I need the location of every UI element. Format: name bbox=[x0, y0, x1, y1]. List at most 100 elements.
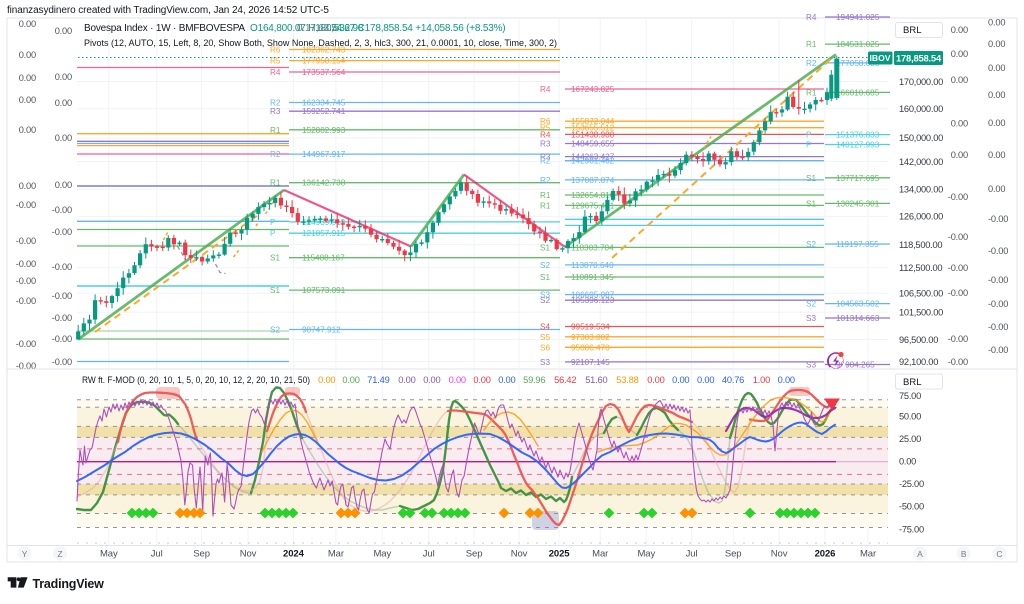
svg-text:-0.00: -0.00 bbox=[948, 357, 968, 367]
svg-text:162334.745: 162334.745 bbox=[302, 99, 346, 108]
svg-text:0.00: 0.00 bbox=[55, 133, 72, 143]
svg-text:B: B bbox=[961, 549, 967, 559]
svg-text:R6: R6 bbox=[540, 117, 551, 126]
svg-text:182362.743: 182362.743 bbox=[302, 46, 346, 55]
svg-text:-0.00: -0.00 bbox=[16, 296, 36, 306]
svg-text:-0.00: -0.00 bbox=[948, 263, 968, 273]
svg-text:0.00: 0.00 bbox=[951, 150, 968, 160]
svg-text:153655.512: 153655.512 bbox=[571, 124, 615, 133]
svg-text:0.00: 0.00 bbox=[449, 375, 466, 385]
svg-text:S4: S4 bbox=[540, 323, 550, 332]
svg-text:148127.993: 148127.993 bbox=[836, 141, 880, 150]
svg-text:-0.00: -0.00 bbox=[988, 345, 1008, 355]
svg-text:0.00: 0.00 bbox=[988, 39, 1005, 49]
svg-text:Mar: Mar bbox=[860, 549, 876, 560]
svg-text:-0.00: -0.00 bbox=[988, 214, 1008, 224]
svg-text:0.00: 0.00 bbox=[951, 119, 968, 129]
svg-text:Jul: Jul bbox=[151, 549, 163, 560]
svg-text:IBOV: IBOV bbox=[869, 53, 890, 63]
svg-text:R2: R2 bbox=[270, 99, 281, 108]
svg-text:S2: S2 bbox=[806, 300, 816, 309]
svg-text:59.96: 59.96 bbox=[523, 375, 545, 385]
svg-text:99519.534: 99519.534 bbox=[571, 323, 610, 332]
svg-text:101314.663: 101314.663 bbox=[836, 314, 880, 323]
svg-text:0.00: 0.00 bbox=[19, 50, 36, 60]
svg-text:R1: R1 bbox=[806, 40, 817, 49]
svg-text:R4: R4 bbox=[540, 130, 551, 139]
svg-text:R2: R2 bbox=[806, 59, 817, 68]
svg-text:166010.685: 166010.685 bbox=[836, 88, 880, 97]
svg-text:177058.688: 177058.688 bbox=[836, 59, 880, 68]
svg-text:177950.154: 177950.154 bbox=[302, 57, 346, 66]
svg-text:Sep: Sep bbox=[466, 549, 483, 560]
svg-text:-50.00: -50.00 bbox=[899, 502, 924, 512]
svg-text:107573.091: 107573.091 bbox=[302, 286, 346, 295]
svg-text:S1: S1 bbox=[270, 254, 280, 263]
svg-text:S2: S2 bbox=[540, 296, 550, 305]
svg-text:S1: S1 bbox=[540, 273, 550, 282]
svg-text:136142.738: 136142.738 bbox=[302, 179, 346, 188]
svg-text:150,000.00: 150,000.00 bbox=[899, 133, 943, 143]
svg-text:104563.502: 104563.502 bbox=[836, 300, 880, 309]
svg-text:S5: S5 bbox=[540, 333, 550, 342]
svg-text:170,000.00: 170,000.00 bbox=[899, 77, 943, 87]
svg-text:137717.695: 137717.695 bbox=[836, 174, 880, 183]
svg-text:S2: S2 bbox=[806, 240, 816, 249]
svg-text:50.00: 50.00 bbox=[899, 411, 921, 421]
svg-text:0.00: 0.00 bbox=[988, 63, 1005, 73]
svg-text:P: P bbox=[270, 218, 276, 227]
svg-text:R2: R2 bbox=[270, 150, 281, 159]
svg-text:-0.00: -0.00 bbox=[52, 291, 72, 301]
svg-text:0.00: 0.00 bbox=[899, 457, 916, 467]
svg-text:124939.919: 124939.919 bbox=[302, 218, 346, 227]
svg-text:R5: R5 bbox=[540, 124, 551, 133]
svg-text:-0.00: -0.00 bbox=[16, 276, 36, 286]
svg-text:119197.355: 119197.355 bbox=[836, 240, 879, 249]
svg-text:110891.345: 110891.345 bbox=[571, 273, 614, 282]
svg-text:R1: R1 bbox=[270, 126, 281, 135]
svg-text:R5: R5 bbox=[270, 57, 281, 66]
svg-text:132654.810: 132654.810 bbox=[571, 191, 615, 200]
svg-text:194941.025: 194941.025 bbox=[836, 13, 880, 22]
svg-text:178,858.54: 178,858.54 bbox=[896, 52, 942, 63]
svg-text:0.00: 0.00 bbox=[647, 375, 664, 385]
svg-text:-0.00: -0.00 bbox=[52, 227, 72, 237]
svg-text:BRL: BRL bbox=[903, 377, 921, 388]
svg-text:Pivots (12, AUTO, 15, Left, 8,: Pivots (12, AUTO, 15, Left, 8, 20, Show … bbox=[84, 38, 557, 49]
svg-text:-0.00: -0.00 bbox=[52, 262, 72, 272]
svg-text:96,500.00: 96,500.00 bbox=[899, 335, 938, 345]
svg-text:40.76: 40.76 bbox=[722, 375, 744, 385]
svg-text:98747.912: 98747.912 bbox=[302, 326, 341, 335]
svg-text:126,000.00: 126,000.00 bbox=[899, 212, 943, 222]
svg-text:25.00: 25.00 bbox=[899, 434, 921, 444]
svg-text:0.00: 0.00 bbox=[55, 72, 72, 82]
svg-text:95086.470: 95086.470 bbox=[571, 343, 610, 352]
svg-text:S2: S2 bbox=[540, 261, 550, 270]
svg-text:0.00: 0.00 bbox=[778, 375, 795, 385]
svg-text:P: P bbox=[806, 131, 812, 140]
svg-text:P: P bbox=[270, 229, 276, 238]
svg-text:90904.265: 90904.265 bbox=[836, 361, 875, 370]
svg-text:R1: R1 bbox=[540, 191, 551, 200]
svg-text:Jul: Jul bbox=[686, 549, 698, 560]
svg-text:Y: Y bbox=[22, 549, 28, 559]
svg-text:142,000.00: 142,000.00 bbox=[899, 157, 943, 167]
svg-text:R1: R1 bbox=[806, 88, 817, 97]
svg-text:-0.00: -0.00 bbox=[52, 334, 72, 344]
svg-text:R1: R1 bbox=[270, 179, 281, 188]
svg-text:51.60: 51.60 bbox=[585, 375, 607, 385]
svg-text:-0.00: -0.00 bbox=[988, 322, 1008, 332]
svg-text:0.00: 0.00 bbox=[55, 26, 72, 36]
svg-text:0.00: 0.00 bbox=[318, 375, 335, 385]
svg-text:R4: R4 bbox=[540, 85, 551, 94]
svg-text:-0.00: -0.00 bbox=[52, 205, 72, 215]
svg-text:173537.564: 173537.564 bbox=[302, 68, 346, 77]
svg-text:Nov: Nov bbox=[240, 549, 257, 560]
svg-text:0.00: 0.00 bbox=[19, 125, 36, 135]
svg-text:S3: S3 bbox=[806, 314, 816, 323]
svg-text:-0.00: -0.00 bbox=[16, 236, 36, 246]
svg-text:151376.833: 151376.833 bbox=[836, 131, 880, 140]
svg-text:S1: S1 bbox=[806, 199, 816, 208]
svg-text:53.88: 53.88 bbox=[616, 375, 638, 385]
svg-text:0.00: 0.00 bbox=[951, 25, 968, 35]
